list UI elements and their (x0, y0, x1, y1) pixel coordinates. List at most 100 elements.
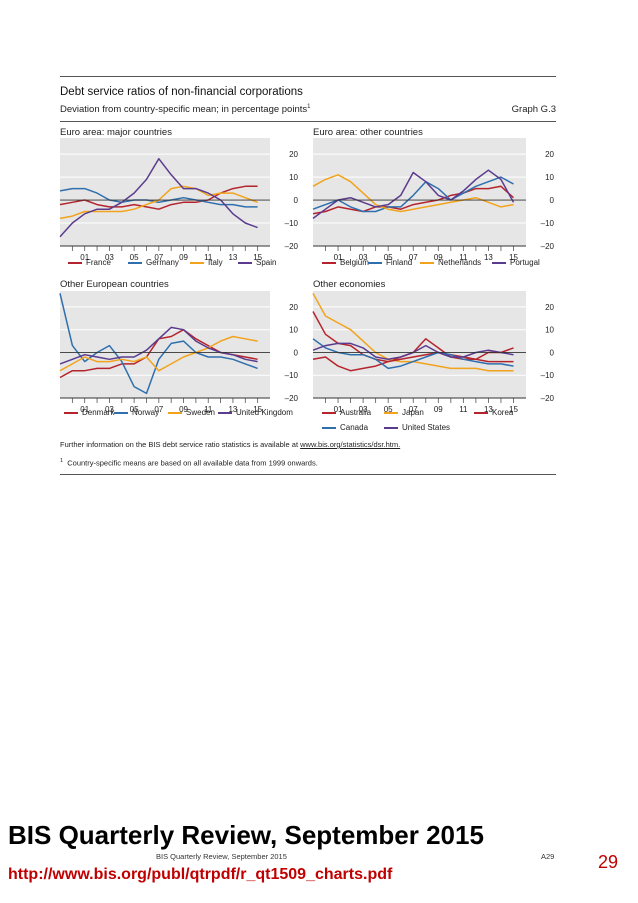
x-tick-label: 07 (154, 405, 163, 414)
series-line-spain (59, 157, 258, 238)
header-rule (60, 121, 556, 122)
legend-label: Finland (386, 258, 413, 267)
legend-item: Belgium (322, 258, 369, 267)
footnote-text: Country-specific means are based on all … (67, 458, 318, 468)
y-tick-label: –10 (285, 371, 299, 380)
top-rule (60, 76, 556, 77)
legend-label: Belgium (340, 258, 369, 267)
legend-swatch (238, 261, 252, 264)
x-tick-label: 07 (154, 253, 163, 262)
subtitle-footnote-marker: 1 (307, 104, 311, 110)
subtitle-text: Deviation from country-specific mean; in… (60, 104, 308, 116)
x-tick-label: 03 (105, 253, 114, 262)
x-tick-label: 05 (384, 405, 393, 414)
x-tick-label: 07 (409, 253, 418, 262)
legend-swatch (218, 411, 232, 414)
legend-label: Australia (340, 408, 372, 417)
y-tick-label: –20 (285, 394, 299, 403)
graph-label: Graph G.3 (511, 104, 556, 115)
legend-label: Portugal (510, 258, 540, 267)
x-tick-label: 15 (253, 405, 262, 414)
legend-label: Spain (256, 258, 277, 267)
x-tick-label: 11 (459, 253, 468, 262)
legend-label: Japan (402, 408, 424, 417)
legend-label: Italy (208, 258, 223, 267)
legend-item: Denmark (64, 408, 114, 417)
plot-background (313, 138, 526, 246)
y-tick-label: –10 (541, 219, 555, 228)
x-tick-label: 13 (228, 405, 237, 414)
y-tick-label: –20 (285, 242, 299, 251)
x-tick-label: 01 (334, 405, 343, 414)
legend-swatch (368, 261, 382, 264)
legend-item: Netherlands (420, 258, 481, 267)
y-tick-label: 10 (289, 173, 298, 182)
x-tick-label: 05 (384, 253, 393, 262)
legend-label: Germany (146, 258, 179, 267)
legend-swatch (190, 261, 204, 264)
series-line-korea (312, 311, 514, 363)
legend-item: Sweden (168, 408, 215, 417)
page-footer: BIS Quarterly Review, September 2015 (156, 852, 287, 861)
legend-label: Netherlands (438, 258, 482, 267)
x-tick-label: 01 (80, 253, 89, 262)
legend-label: Canada (340, 423, 369, 432)
legend-item: Canada (322, 423, 368, 432)
legend-swatch (322, 261, 336, 264)
legend-label: United States (402, 423, 451, 432)
legend-item: United Kingdom (218, 408, 293, 417)
x-tick-label: 15 (253, 253, 262, 262)
legend-item: Finland (368, 258, 412, 267)
legend-item: Japan (384, 408, 424, 417)
legend-item: Portugal (492, 258, 540, 267)
footnote-marker: 1 (60, 458, 64, 464)
series-line-canada (312, 338, 514, 370)
legend-item: France (68, 258, 111, 267)
series-line-portugal (312, 169, 515, 220)
banner-title: BIS Quarterly Review, September 2015 (8, 820, 484, 850)
legend-swatch (168, 411, 182, 414)
y-tick-label: –10 (285, 219, 299, 228)
page-number: A29 (541, 852, 555, 861)
series-line-belgium (312, 185, 515, 215)
x-tick-label: 05 (130, 253, 139, 262)
x-tick-label: 13 (484, 405, 493, 414)
legend-item: Spain (238, 258, 276, 267)
x-tick-label: 09 (179, 253, 188, 262)
footnote-1: 1 Country-specific means are based on al… (60, 458, 318, 468)
y-tick-label: 20 (545, 150, 554, 159)
y-tick-label: –20 (541, 242, 555, 251)
series-line-finland (312, 176, 514, 213)
slide-number: 29 (598, 852, 619, 872)
x-tick-label: 03 (359, 253, 368, 262)
source-url[interactable]: http://www.bis.org/publ/qtrpdf/r_qt1509_… (8, 866, 393, 883)
y-tick-label: 0 (550, 196, 555, 205)
legend-item: United States (384, 423, 450, 432)
y-tick-label: 20 (289, 150, 298, 159)
legend-euro-other: Belgium Finland Netherlands Portugal (322, 258, 556, 270)
y-tick-label: 10 (289, 326, 298, 335)
x-tick-label: 11 (204, 405, 213, 414)
y-tick-label: –10 (541, 371, 555, 380)
chart-euro-other: 20 10 0 –10 –20 01 03 05 07 09 11 13 15 (312, 138, 555, 262)
legend-euro-major: France Germany Italy Spain (68, 258, 298, 270)
x-tick-label: 09 (434, 253, 443, 262)
legend-label: Norway (132, 408, 160, 417)
chart-other-economies: 20 10 0 –10 –20 01 03 05 07 09 11 13 15 (312, 291, 555, 414)
legend-swatch (492, 261, 506, 264)
x-tick-label: 15 (509, 253, 518, 262)
legend-swatch (384, 411, 398, 414)
chart-euro-major: 20 10 0 –10 –20 01 03 05 07 09 11 13 15 (59, 138, 299, 262)
legend-label: Korea (492, 408, 514, 417)
dsr-statistics-link[interactable]: www.bis.org/statistics/dsr.htm. (300, 440, 401, 449)
legend-label: Denmark (82, 408, 115, 417)
legend-swatch (68, 261, 82, 264)
legend-label: United Kingdom (236, 408, 293, 417)
series-line-united-kingdom (59, 326, 258, 365)
further-info-note: Further information on the BIS debt serv… (60, 440, 400, 449)
y-tick-label: 0 (294, 348, 299, 357)
bottom-rule (60, 474, 556, 475)
x-tick-label: 15 (509, 405, 518, 414)
legend-swatch (322, 426, 336, 429)
x-tick-label: 05 (130, 405, 139, 414)
